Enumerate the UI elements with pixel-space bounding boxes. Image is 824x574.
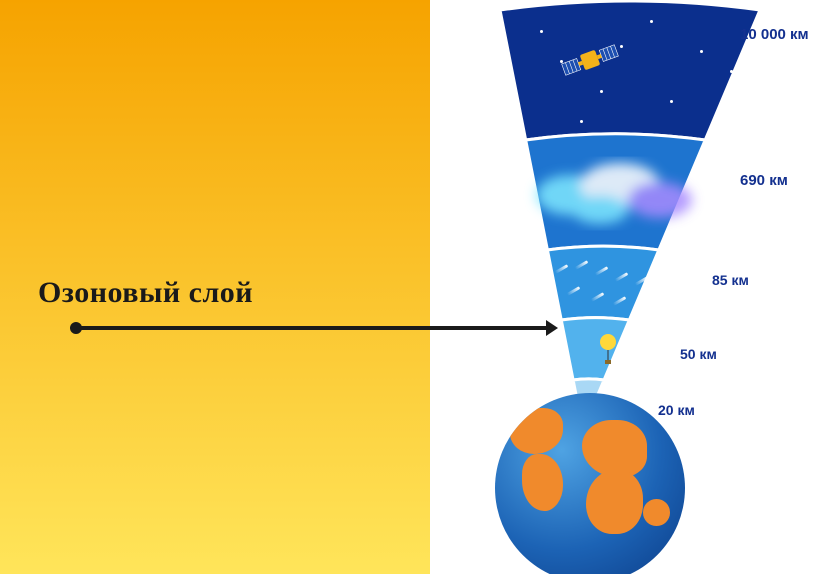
- meteor: [595, 266, 609, 276]
- altitude-label: 50 км: [680, 346, 717, 362]
- right-panel: 10 000 км 690 км 85 км 50 км 20 км: [430, 0, 824, 574]
- meteor: [615, 272, 629, 282]
- meteor: [635, 276, 649, 286]
- continent: [586, 469, 643, 534]
- meteor: [655, 280, 669, 290]
- balloon-icon: [598, 334, 618, 369]
- continent: [643, 499, 670, 526]
- altitude-label: 85 км: [712, 272, 749, 288]
- diagram-title: Озоновый слой: [38, 276, 253, 310]
- meteor: [555, 264, 569, 274]
- meteor: [567, 286, 581, 296]
- altitude-label: 690 км: [740, 172, 788, 189]
- arrow-line: [76, 326, 548, 330]
- meteor: [635, 300, 649, 310]
- page: 10 000 км 690 км 85 км 50 км 20 км Озоновый …: [0, 0, 824, 574]
- meteor: [613, 296, 627, 306]
- meteor: [575, 260, 589, 270]
- altitude-label: 20 км: [658, 402, 695, 418]
- arrow-head: [546, 320, 558, 336]
- continent: [582, 420, 647, 477]
- altitude-label: 10 000 км: [740, 26, 809, 43]
- atmosphere-diagram: 10 000 км 690 км 85 км 50 км 20 км: [430, 0, 824, 574]
- meteor: [591, 292, 605, 302]
- earth-icon: [495, 393, 685, 574]
